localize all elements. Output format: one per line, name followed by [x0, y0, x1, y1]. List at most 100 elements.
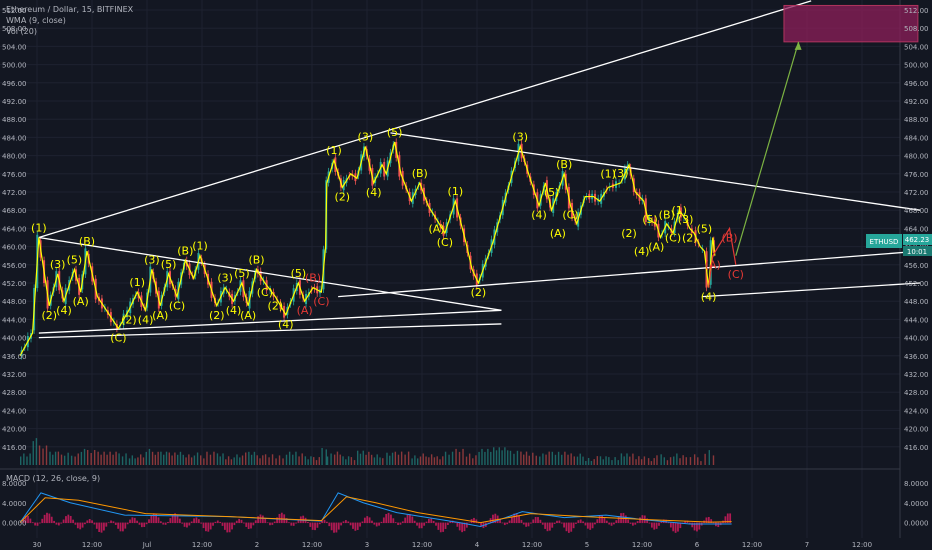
macd-histogram-bar [686, 520, 689, 524]
volume-bar [353, 460, 356, 465]
wave-label: (4) [701, 291, 717, 304]
volume-bar [617, 460, 619, 465]
macd-histogram-bar [363, 517, 366, 524]
symbol-tag: ETHUSD [870, 238, 899, 246]
macd-histogram-bar [247, 522, 250, 530]
macd-histogram-bar [430, 518, 433, 524]
price-tick-left: 484.00 [2, 134, 27, 142]
volume-bar [350, 457, 353, 465]
macd-histogram-bar [43, 514, 46, 524]
macd-histogram-bar [297, 519, 300, 524]
volume-bar [394, 451, 397, 465]
trendlines[interactable] [38, 0, 921, 339]
macd-histogram-bar [513, 513, 516, 524]
volume-bar [134, 458, 136, 465]
macd-histogram-bar [404, 517, 407, 524]
price-tick-left: 512.00 [2, 7, 27, 15]
macd-legend[interactable]: MACD (12, 26, close, 9) [6, 474, 101, 483]
price-axis[interactable]: 8.0000 8.0000 4.0000 4.0000 0.0000 0.0000 512.… [2, 7, 929, 528]
volume-bar [165, 451, 168, 465]
volume-bar [414, 455, 416, 465]
macd-histogram-bar [508, 520, 511, 524]
volume-bar [462, 448, 464, 465]
macd-histogram-bar [181, 522, 184, 524]
time-tick: 12:00 [852, 541, 872, 549]
macd-histogram-bar [103, 522, 105, 531]
macd-histogram-bar [266, 522, 269, 524]
macd-histogram-bar [487, 522, 490, 524]
volume-bar [605, 456, 607, 465]
volume-bar [439, 459, 441, 465]
elliott-wave-line [19, 141, 716, 357]
volume-bar [444, 451, 447, 465]
macd-histogram-bar [110, 520, 112, 524]
macd-histogram-bar [518, 515, 520, 524]
volume-bar [219, 456, 221, 465]
macd-histogram-bar [205, 522, 207, 532]
macd-histogram-bar [48, 513, 51, 524]
macd-histogram-bar [150, 515, 153, 524]
volume-bar [650, 461, 653, 465]
macd-histogram-bar [307, 521, 309, 524]
volume-bar [282, 458, 284, 465]
volume-bar [386, 452, 388, 465]
macd-tick-left: 8.0000 [2, 480, 27, 488]
wma-legend[interactable]: WMA (9, close) [6, 16, 66, 25]
price-tick-left: 496.00 [2, 80, 27, 88]
volume-bar [570, 453, 572, 465]
volume-bar [532, 452, 534, 465]
volume-bar [362, 450, 364, 465]
macd-histogram-bar [264, 518, 267, 524]
volume-bar [411, 458, 413, 465]
wave-label: (3) [144, 253, 160, 266]
volume-bar [103, 451, 105, 465]
volume-bar [455, 448, 457, 465]
macd-histogram-bar [435, 522, 437, 526]
volume-bar [370, 454, 373, 465]
price-tick-left: 464.00 [2, 225, 27, 233]
macd-histogram-bar [326, 521, 328, 524]
wave-label: (1) [192, 240, 208, 253]
volume-bar [239, 457, 241, 465]
volume-bar [118, 453, 120, 465]
macd-histogram-bar [551, 522, 554, 528]
trendline [338, 250, 921, 298]
macd-histogram-bar [368, 517, 371, 524]
target-zone[interactable] [735, 4, 919, 256]
wave-label: (C) [665, 231, 681, 244]
macd-histogram-bar [197, 519, 200, 524]
wave-label: (4) [226, 304, 242, 317]
volume-bar [336, 451, 339, 465]
volume-bar [448, 454, 450, 465]
vol-legend[interactable]: Vol (20) [6, 27, 37, 36]
volume-bar [29, 453, 31, 465]
wave-label: (B) [721, 231, 737, 244]
price-tick-right: 476.00 [904, 171, 929, 179]
volume-bar [693, 454, 696, 465]
volume-bar [236, 454, 238, 465]
volume-bar [679, 458, 681, 465]
macd-histogram-bar [399, 522, 402, 525]
volume-bar [673, 456, 675, 465]
volume-bar [481, 448, 483, 465]
macd-histogram-bar [586, 522, 589, 529]
macd-histogram-bar [558, 520, 561, 524]
volume-bar [620, 453, 623, 465]
macd-histogram-bar [214, 521, 217, 524]
volume-bar [382, 458, 384, 465]
time-tick: 30 [33, 541, 42, 549]
macd-histogram-bar [226, 522, 229, 533]
price-tick-left: 476.00 [2, 171, 27, 179]
macd-histogram-bar [359, 522, 362, 527]
volume-bar [368, 451, 370, 465]
macd-histogram-bar [613, 522, 615, 525]
macd-histogram-bar [124, 522, 127, 529]
time-axis[interactable]: 30 12:00 Jul 12:00 2 12:00 3 12:00 4 12:00 5 12:00 6… [33, 541, 873, 549]
macd-histogram-bar [684, 520, 686, 524]
price-tick-right: 472.00 [904, 189, 929, 197]
symbol-title[interactable]: Ethereum / Dollar, 15, BITFINEX [6, 5, 134, 14]
macd-histogram-bar [541, 522, 544, 525]
volume-bar [292, 454, 294, 465]
time-tick: Jul [142, 541, 152, 549]
